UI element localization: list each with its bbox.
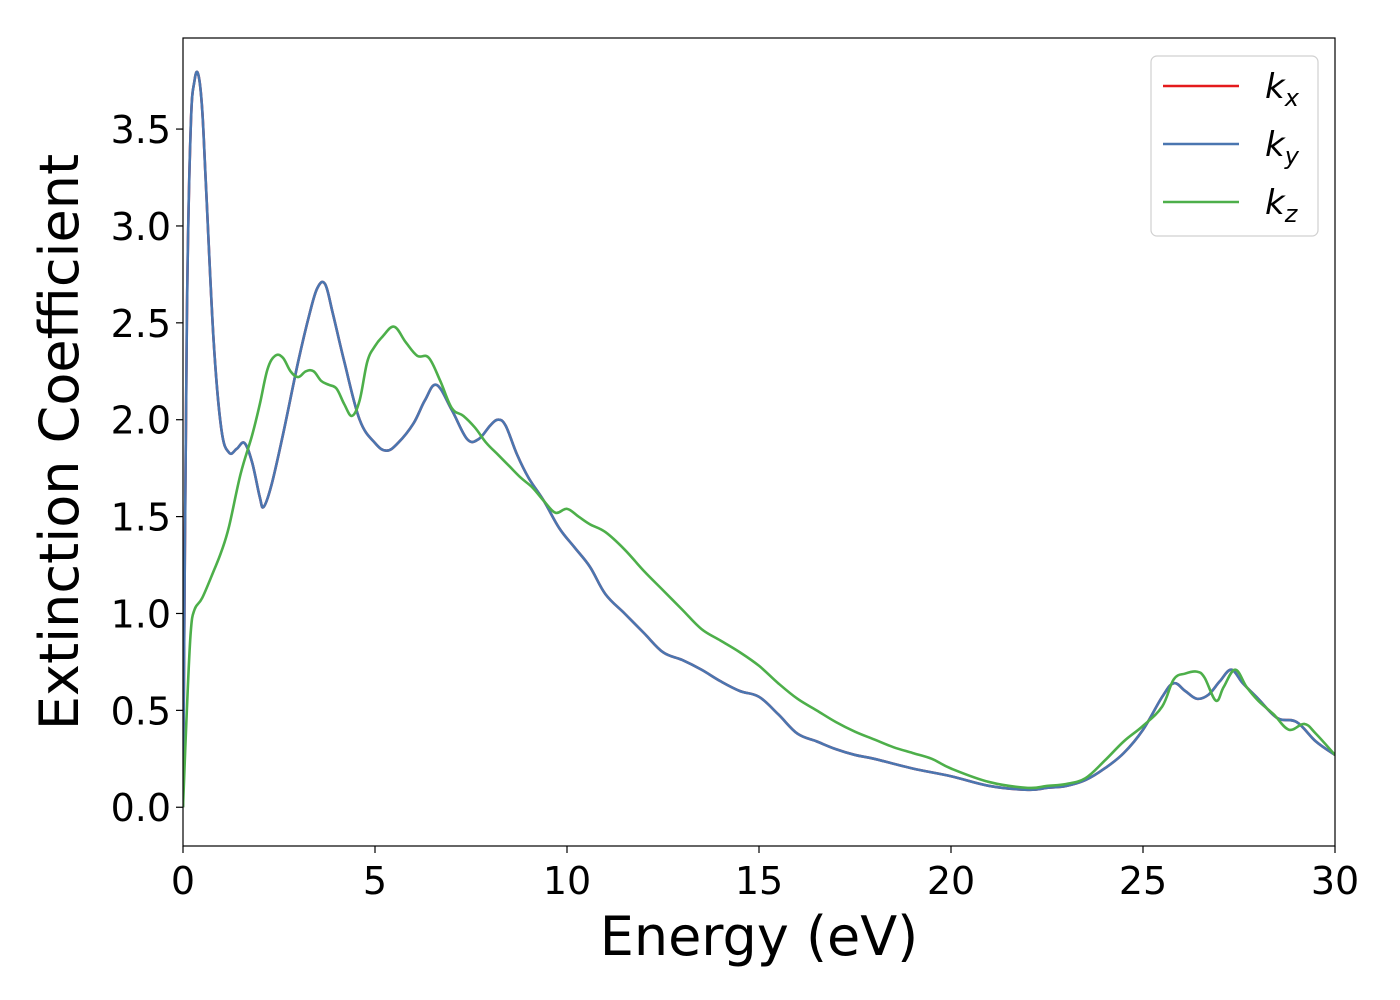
x-tick-label: 0 [171, 859, 195, 903]
x-tick-label: 15 [735, 859, 783, 903]
x-tick-label: 25 [1119, 859, 1167, 903]
series-layer [183, 70, 1335, 808]
y-tick-label: 3.0 [111, 205, 171, 249]
x-tick-label: 30 [1311, 859, 1359, 903]
y-tick-label: 0.5 [111, 689, 171, 733]
y-tick-label: 2.5 [111, 302, 171, 346]
series-line-kz [183, 325, 1335, 808]
y-tick-label: 0.0 [111, 786, 171, 830]
x-tick-label: 10 [543, 859, 591, 903]
y-axis: 0.0 0.5 1.0 1.5 2.0 2.5 3.0 3.5 [111, 108, 183, 830]
y-tick-label: 3.5 [111, 108, 171, 152]
y-tick-label: 1.5 [111, 496, 171, 540]
y-tick-label: 2.0 [111, 399, 171, 443]
legend-box [1150, 55, 1319, 237]
y-tick-label: 1.0 [111, 592, 171, 636]
x-tick-label: 20 [927, 859, 975, 903]
x-axis-title: Energy (eV) [600, 905, 919, 968]
y-axis-title: Extinction Coefficient [28, 154, 91, 730]
x-axis: 0 5 10 15 20 25 30 [171, 846, 1359, 903]
x-tick-label: 5 [363, 859, 387, 903]
